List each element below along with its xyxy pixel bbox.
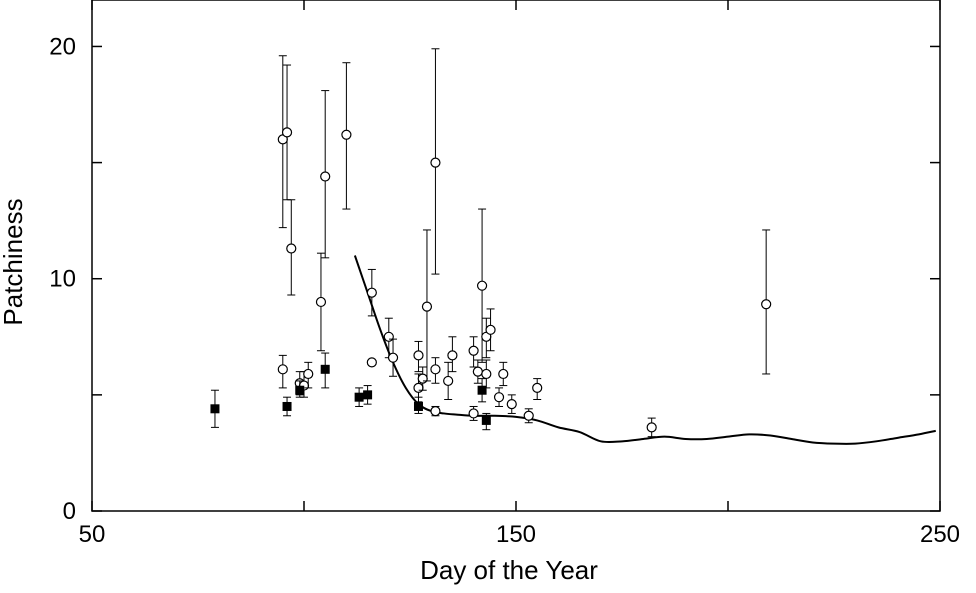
data-point-square: [210, 404, 220, 414]
x-tick-label: 50: [79, 521, 106, 548]
y-tick-label: 0: [63, 498, 76, 525]
data-point-circle: [277, 364, 288, 375]
y-tick-label: 20: [49, 33, 76, 60]
data-point-square: [320, 364, 330, 374]
data-point-square: [282, 401, 292, 411]
data-point-circle: [421, 301, 433, 312]
data-point-circle: [443, 375, 454, 387]
data-point-circle: [366, 357, 377, 368]
data-point-circle: [281, 127, 293, 138]
data-point-circle: [413, 382, 424, 393]
fit-curve: [353, 255, 936, 445]
data-point-circle: [315, 296, 327, 308]
data-point-circle: [447, 350, 458, 361]
plot-frame: [91, 0, 941, 512]
data-point-square: [477, 385, 487, 395]
data-point-circle: [430, 364, 441, 375]
x-axis-title: Day of the Year: [420, 555, 598, 585]
data-point-circle: [485, 324, 496, 335]
data-point-square: [295, 385, 305, 395]
data-point-circle: [417, 373, 428, 384]
data-point-circle: [761, 299, 772, 310]
data-point-circle: [468, 345, 479, 356]
data-point-circle: [430, 157, 441, 168]
y-tick-label: 10: [49, 266, 76, 293]
data-point-circle: [476, 280, 488, 291]
data-point-circle: [646, 422, 657, 433]
data-point-square: [481, 415, 491, 425]
data-point-circle: [383, 331, 394, 342]
data-point-circle: [532, 382, 543, 393]
data-point-circle: [506, 399, 517, 410]
data-points-layer: [210, 48, 772, 438]
data-point-circle: [303, 368, 314, 380]
data-point-circle: [387, 352, 399, 363]
axis-ticks: 50 150 250 0 10 20: [49, 0, 960, 548]
data-point-circle: [366, 287, 377, 298]
data-point-square: [413, 401, 423, 411]
fit-curve-layer: [353, 255, 936, 445]
data-point-circle: [493, 392, 505, 403]
data-point-square: [363, 390, 373, 400]
data-point-circle: [468, 408, 479, 419]
data-point-circle: [286, 243, 297, 254]
data-point-circle: [413, 350, 424, 361]
data-point-circle: [523, 410, 534, 421]
data-point-circle: [341, 129, 352, 140]
x-tick-label: 250: [920, 521, 960, 548]
y-axis-title: Patchiness: [0, 198, 28, 325]
data-point-circle: [430, 406, 441, 417]
data-point-circle: [481, 368, 492, 380]
data-point-circle: [320, 171, 331, 182]
data-point-circle: [472, 366, 483, 377]
data-point-circle: [498, 368, 509, 380]
data-point-square: [354, 392, 364, 402]
x-tick-label: 150: [496, 521, 536, 548]
